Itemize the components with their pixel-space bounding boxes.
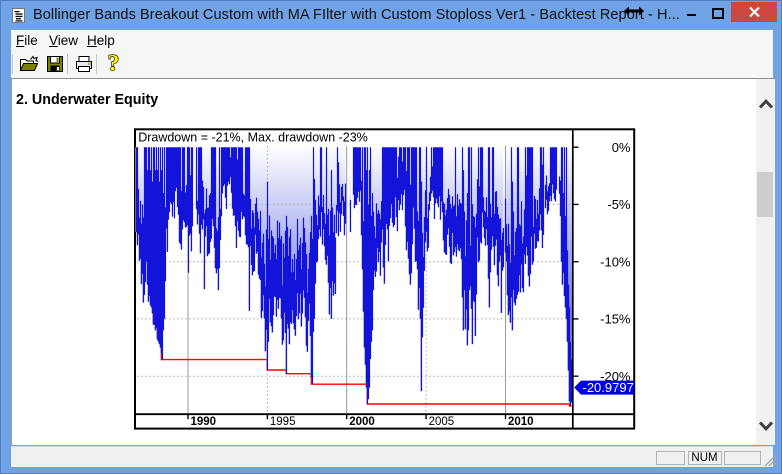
svg-text:-10%: -10%	[600, 254, 631, 269]
svg-text:?: ?	[107, 54, 119, 74]
svg-text:-20%: -20%	[600, 369, 631, 384]
svg-text:1995: 1995	[270, 416, 296, 428]
svg-text:2005: 2005	[429, 416, 455, 428]
svg-text:Drawdown = -21%, Max. drawdown: Drawdown = -21%, Max. drawdown -23%	[138, 130, 368, 144]
svg-text:-20.9797: -20.9797	[583, 380, 634, 395]
svg-text:1990: 1990	[191, 416, 217, 428]
svg-text:2010: 2010	[508, 416, 534, 428]
svg-text:-5%: -5%	[607, 197, 631, 212]
svg-text:0%: 0%	[612, 140, 631, 155]
svg-text:-15%: -15%	[600, 312, 631, 327]
svg-text:2000: 2000	[349, 416, 375, 428]
